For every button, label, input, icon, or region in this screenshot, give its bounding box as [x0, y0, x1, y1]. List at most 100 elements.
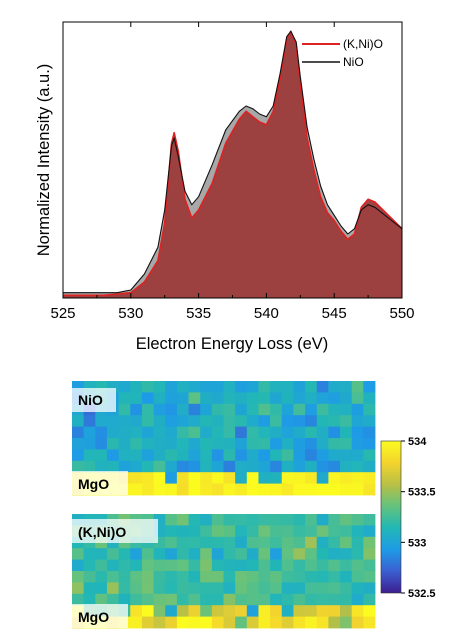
heatmap-cell [188, 525, 201, 538]
heatmap-cell [363, 392, 376, 405]
heatmap-cell [141, 403, 154, 416]
heatmap-cell [176, 415, 189, 427]
heatmap-cell [305, 536, 318, 549]
heatmap-cell [340, 449, 353, 462]
heatmap-cell [176, 559, 189, 572]
heatmap-cell [351, 536, 364, 549]
heatmap-cell [165, 559, 178, 572]
heatmap-cell [176, 403, 189, 416]
heatmap-cell [281, 460, 294, 473]
heatmap-cell [118, 426, 131, 439]
heatmap-cell [153, 559, 166, 572]
heatmap-cell [316, 616, 329, 629]
heatmap-cell [351, 426, 364, 439]
heatmap-cell [118, 381, 131, 393]
heatmap-cell [211, 449, 224, 462]
heatmap-cell [246, 460, 259, 473]
heatmap-cell [130, 438, 143, 450]
heatmap-cell [270, 449, 283, 462]
heatmap-cell [223, 559, 236, 572]
heatmap-cell [141, 483, 154, 496]
heatmap-cell [258, 514, 271, 526]
heatmap-cell [211, 415, 224, 427]
heatmap-cell [188, 571, 201, 583]
heatmap-cell [340, 460, 353, 473]
heatmap-cell [316, 536, 329, 549]
heatmap-cell [258, 426, 271, 439]
heatmap-cell [235, 536, 248, 549]
heatmap-cell [293, 483, 306, 496]
heatmap-cell [141, 571, 154, 583]
colorbar-tick-label: 534 [408, 436, 427, 448]
heatmap-cell [165, 536, 178, 549]
heatmap-cell [188, 415, 201, 427]
heatmap-cell [118, 392, 131, 405]
heatmap-cell [211, 426, 224, 439]
heatmap-cell [328, 536, 341, 549]
heatmap-cell [293, 605, 306, 617]
heatmap-cell [281, 392, 294, 405]
heatmap-cell [246, 483, 259, 496]
heatmap-cell [340, 415, 353, 427]
heatmap-cell [328, 449, 341, 462]
heatmap-cell [246, 403, 259, 416]
heatmap-cell [258, 593, 271, 606]
heatmap-cell [281, 403, 294, 416]
heatmap-cell [188, 460, 201, 473]
heatmap-cell [83, 426, 96, 439]
heatmap-cell [223, 392, 236, 405]
heatmap-cell [270, 483, 283, 496]
heatmap-cell [258, 381, 271, 393]
heatmap-cell [176, 438, 189, 450]
spectrum-lines [63, 30, 403, 297]
heatmap-cell [305, 438, 318, 450]
heatmap-cell [328, 438, 341, 450]
heatmap-cell [95, 438, 108, 450]
heatmap-cell [363, 381, 376, 393]
x-axis-label: Electron Energy Loss (eV) [136, 335, 329, 353]
substrate-label-knio: MgO [78, 609, 109, 625]
heatmap-cell [328, 593, 341, 606]
heatmap-cell [200, 582, 213, 595]
heatmap-cell [83, 415, 96, 427]
heatmap-cell [270, 548, 283, 560]
heatmap-cell [328, 403, 341, 416]
heatmap-cell [165, 483, 178, 496]
heatmap-cell [188, 559, 201, 572]
series-line-nio [63, 30, 403, 294]
heatmap-cell [176, 605, 189, 617]
heatmap-cell [328, 392, 341, 405]
heatmap-cell [188, 449, 201, 462]
heatmap-cell [211, 559, 224, 572]
heatmap-cell [363, 460, 376, 473]
heatmap-cell [316, 460, 329, 473]
heatmap-cell [316, 483, 329, 496]
heatmap-cell [165, 392, 178, 405]
heatmap-cell [72, 593, 85, 606]
heatmap-cell [246, 548, 259, 560]
heatmap-cell [235, 472, 248, 484]
heatmap-cell [246, 559, 259, 572]
substrate-label-bg-nio [72, 471, 128, 495]
heatmap-cell [165, 571, 178, 583]
heatmap-cell [188, 593, 201, 606]
heatmap-cell [118, 593, 131, 606]
heatmap-cell [118, 460, 131, 473]
heatmap-cell [165, 605, 178, 617]
heatmap-cell [141, 392, 154, 405]
heatmap-panel: NiO MgO (K,Ni)O MgO 534 533.5 533 532.5 [72, 381, 436, 629]
heatmap-cell [328, 559, 341, 572]
heatmap-cell [176, 536, 189, 549]
heatmap-cell [270, 582, 283, 595]
heatmap-cell [270, 605, 283, 617]
heatmap-cell [153, 426, 166, 439]
heatmap-cell [211, 438, 224, 450]
heatmap-cell [106, 548, 120, 560]
heatmap-cell [188, 616, 201, 629]
heatmap-cell [200, 426, 213, 439]
heatmap-cell [258, 605, 271, 617]
heatmap-cell [235, 449, 248, 462]
heatmap-cell [106, 582, 120, 595]
heatmap-cell [188, 483, 201, 496]
